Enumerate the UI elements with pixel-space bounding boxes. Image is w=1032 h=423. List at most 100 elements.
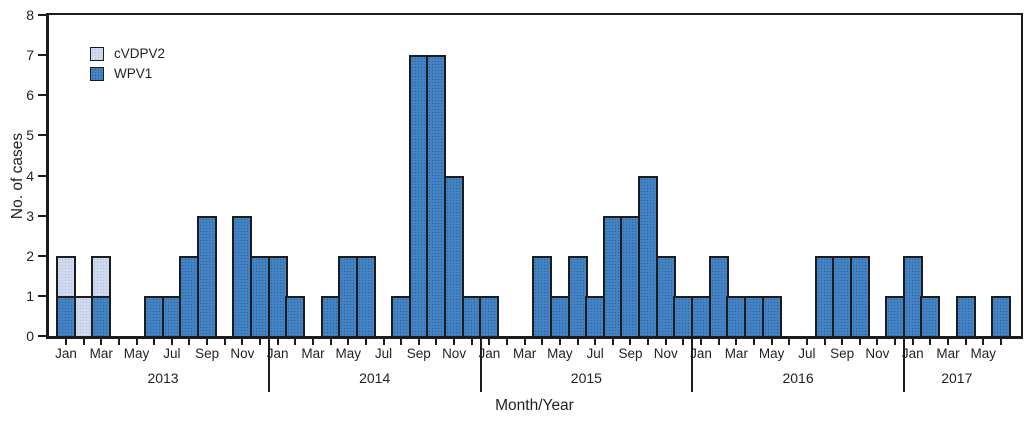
month-tick: [911, 339, 914, 345]
y-axis-tick: [38, 214, 46, 217]
month-tick: [841, 339, 844, 345]
bar-wpv1-2016-May: [761, 295, 782, 338]
month-tick: [629, 339, 632, 345]
legend-label-wpv1: WPV1: [114, 66, 153, 81]
bar-cvdpv2-2013-Jan: [56, 255, 76, 298]
month-tick: [117, 339, 120, 345]
month-tick-label: May: [758, 346, 785, 361]
y-tick-label: 0: [26, 328, 34, 344]
month-tick-label: Jul: [586, 346, 604, 361]
year-divider: [267, 339, 270, 392]
bar-wpv1-2016-Feb: [708, 255, 729, 338]
month-tick: [435, 339, 438, 345]
y-axis-tick: [38, 335, 46, 337]
month-tick-label: Nov: [230, 346, 255, 361]
bar-wpv1-2015-Jan: [479, 295, 500, 338]
month-tick: [506, 339, 508, 345]
month-tick-label: May: [970, 346, 997, 361]
month-tick: [964, 339, 967, 345]
month-tick: [400, 339, 403, 345]
month-tick-label: Mar: [936, 346, 960, 361]
y-axis-tick: [38, 94, 46, 97]
y-tick-label: 5: [26, 127, 34, 144]
month-tick: [453, 339, 456, 345]
month-tick-label: Jan: [901, 346, 924, 361]
bar-wpv1-2015-Jul: [585, 295, 606, 338]
bar-wpv1-2013-Jul: [161, 295, 182, 338]
legend-item-cvdpv2: cVDPV2: [90, 46, 165, 61]
year-label-2017: 2017: [941, 370, 973, 386]
month-tick-label: May: [123, 346, 150, 361]
legend-item-wpv1: WPV1: [90, 66, 165, 81]
month-tick: [206, 339, 209, 345]
month-tick: [823, 339, 826, 345]
month-tick: [682, 339, 685, 345]
legend-swatch-wpv1: [90, 66, 104, 81]
month-tick: [788, 339, 791, 345]
month-tick-label: Jan: [690, 346, 712, 361]
y-axis-tick: [38, 54, 46, 57]
bar-wpv1-2014-Jun: [355, 255, 376, 338]
month-tick: [470, 339, 473, 345]
bar-wpv1-2015-Aug: [602, 215, 623, 338]
month-tick-label: May: [335, 346, 361, 361]
month-tick-label: Jan: [266, 346, 289, 361]
month-tick: [382, 339, 385, 345]
bar-cvdpv2-2013-Mar: [91, 255, 112, 298]
bar-wpv1-2014-Nov: [444, 175, 465, 338]
month-tick-label: Jan: [478, 346, 501, 361]
month-tick: [294, 339, 297, 345]
month-tick-label: Mar: [301, 346, 325, 361]
bar-wpv1-2013-Nov: [232, 215, 253, 338]
legend: cVDPV2 WPV1: [90, 46, 165, 81]
bar-wpv1-2015-Dec: [673, 295, 694, 338]
month-tick: [558, 339, 561, 345]
month-tick: [523, 339, 526, 345]
year-label-2013: 2013: [147, 370, 179, 386]
bar-wpv1-2013-Aug: [179, 255, 200, 338]
month-tick: [417, 339, 420, 345]
year-label-2014: 2014: [359, 370, 391, 386]
month-tick: [982, 339, 985, 345]
y-tick-label: 3: [26, 207, 34, 224]
bar-wpv1-2017-Apr: [955, 295, 976, 338]
month-tick: [259, 339, 262, 345]
month-tick: [576, 339, 579, 345]
month-tick-label: Mar: [724, 346, 748, 361]
month-tick: [858, 339, 861, 345]
month-tick: [770, 339, 773, 345]
month-tick-label: Jan: [55, 346, 77, 361]
y-axis-tick: [38, 254, 46, 257]
month-tick: [276, 339, 279, 345]
month-tick: [347, 339, 350, 345]
month-tick-label: May: [547, 346, 573, 361]
bar-wpv1-2014-Sep: [408, 55, 429, 338]
month-tick-label: Jul: [374, 346, 393, 361]
y-axis-tick: [38, 134, 46, 137]
y-tick-label: 4: [26, 167, 34, 184]
month-tick: [188, 339, 191, 345]
month-tick: [488, 339, 491, 345]
month-tick: [735, 339, 738, 345]
month-tick: [223, 339, 226, 345]
month-tick: [170, 339, 173, 345]
legend-label-cvdpv2: cVDPV2: [114, 46, 166, 61]
month-tick-label: Sep: [830, 346, 855, 361]
month-tick: [541, 339, 544, 345]
month-tick: [805, 339, 808, 345]
month-tick-label: Nov: [865, 346, 890, 361]
month-tick-label: Sep: [406, 346, 431, 361]
month-tick: [664, 339, 667, 345]
month-tick: [647, 339, 650, 345]
bar-wpv1-2016-Mar: [726, 295, 747, 338]
month-tick: [876, 339, 879, 345]
bar-wpv1-2013-Sep: [197, 215, 218, 338]
y-axis-tick: [38, 174, 46, 177]
month-tick: [999, 339, 1002, 345]
y-tick-label: 2: [26, 247, 34, 264]
year-label-2016: 2016: [782, 370, 814, 386]
month-tick-label: Mar: [513, 346, 537, 361]
bar-wpv1-2015-Sep: [620, 215, 641, 338]
y-tick-label: 1: [26, 287, 34, 304]
